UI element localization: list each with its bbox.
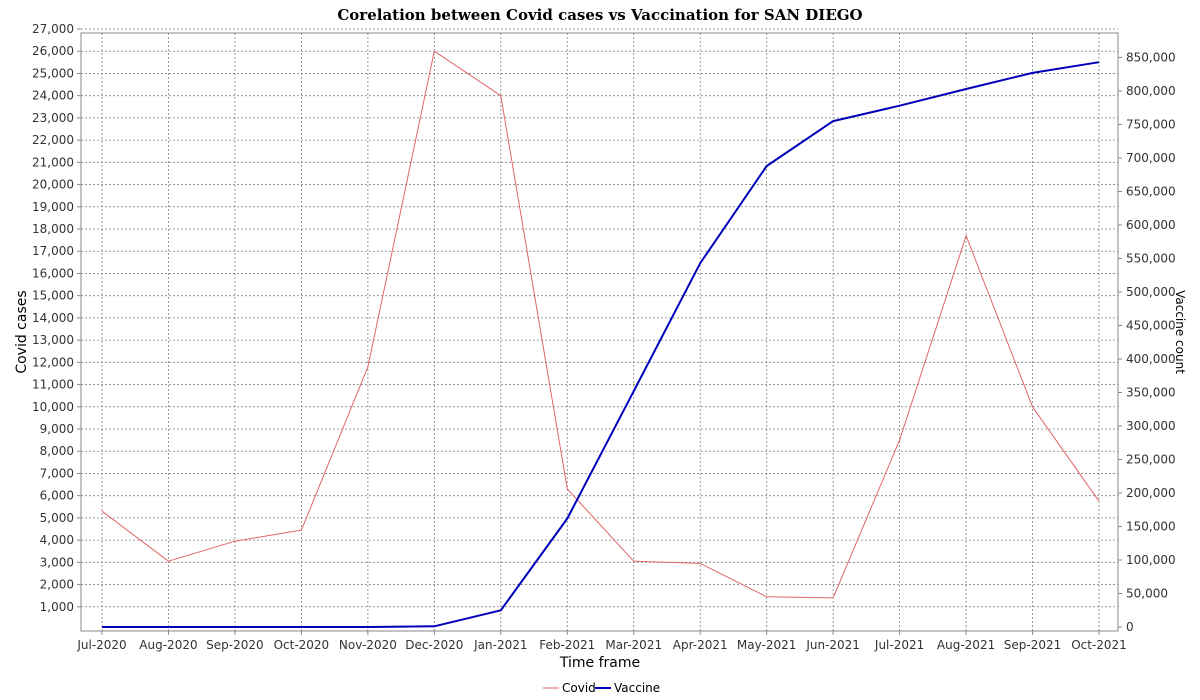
y2-tick-label: 300,000 [1126, 419, 1176, 433]
chart-title: Corelation between Covid cases vs Vaccin… [337, 6, 862, 24]
y2-tick-label: 500,000 [1126, 285, 1176, 299]
y-tick-label: 1,000 [40, 600, 74, 614]
y2-tick-label: 850,000 [1126, 51, 1176, 65]
y-axis-label: Covid cases [14, 290, 30, 373]
x-tick-label: Jun-2021 [805, 638, 860, 652]
y-tick-label: 24,000 [32, 89, 74, 103]
y-tick-label: 15,000 [32, 289, 74, 303]
y2-tick-label: 0 [1126, 620, 1134, 634]
y2-tick-label: 450,000 [1126, 319, 1176, 333]
x-tick-label: Apr-2021 [673, 638, 728, 652]
x-tick-label: Mar-2021 [605, 638, 662, 652]
y-tick-label: 16,000 [32, 266, 74, 280]
y-tick-label: 10,000 [32, 400, 74, 414]
y-tick-label: 14,000 [32, 311, 74, 325]
y-tick-label: 6,000 [40, 489, 74, 503]
y-tick-label: 25,000 [32, 66, 74, 80]
y2-tick-label: 600,000 [1126, 218, 1176, 232]
y-tick-label: 27,000 [32, 22, 74, 36]
y2-tick-label: 550,000 [1126, 252, 1176, 266]
y-tick-label: 3,000 [40, 555, 74, 569]
y-tick-label: 13,000 [32, 333, 74, 347]
y-tick-label: 9,000 [40, 422, 74, 436]
x-tick-label: Nov-2020 [339, 638, 397, 652]
y-tick-label: 4,000 [40, 533, 74, 547]
legend-label-covid: Covid [562, 681, 596, 695]
y2-tick-label: 400,000 [1126, 352, 1176, 366]
y2-tick-label: 150,000 [1126, 520, 1176, 534]
y2-axis-label: Vaccine count [1173, 290, 1187, 374]
x-tick-label: Sep-2020 [206, 638, 264, 652]
axes: Jul-2020 Aug-2020 Sep-2020 Oct-2020 Nov-2020… [32, 22, 1176, 652]
y2-tick-label: 50,000 [1126, 587, 1168, 601]
y2-tick-label: 100,000 [1126, 553, 1176, 567]
y-tick-label: 17,000 [32, 244, 74, 258]
y-tick-label: 19,000 [32, 200, 74, 214]
y-tick-label: 8,000 [40, 444, 74, 458]
x-tick-label: Oct-2020 [274, 638, 330, 652]
y2-tick-label: 350,000 [1126, 386, 1176, 400]
y-tick-label: 5,000 [40, 511, 74, 525]
x-tick-label: Feb-2021 [539, 638, 595, 652]
grid [81, 28, 1118, 631]
x-tick-label: May-2021 [737, 638, 796, 652]
x-tick-label: Jul-2021 [874, 638, 924, 652]
y-tick-label: 21,000 [32, 155, 74, 169]
x-tick-label: Oct-2021 [1071, 638, 1127, 652]
series [101, 50, 1100, 628]
x-tick-label: Jul-2020 [76, 638, 126, 652]
y2-tick-label: 250,000 [1126, 453, 1176, 467]
y-tick-label: 12,000 [32, 355, 74, 369]
y2-tick-label: 800,000 [1126, 84, 1176, 98]
y-tick-label: 2,000 [40, 578, 74, 592]
x-tick-label: Aug-2021 [937, 638, 995, 652]
y-tick-label: 22,000 [32, 133, 74, 147]
y-tick-label: 23,000 [32, 111, 74, 125]
x-tick-label: Jan-2021 [473, 638, 527, 652]
y-tick-label: 20,000 [32, 178, 74, 192]
series-line-covid [101, 50, 1100, 599]
x-axis-label: Time frame [559, 655, 640, 671]
y-tick-label: 11,000 [32, 378, 74, 392]
y-tick-label: 26,000 [32, 44, 74, 58]
series-line-vaccine [102, 61, 1100, 628]
y2-tick-label: 700,000 [1126, 151, 1176, 165]
y2-tick-label: 650,000 [1126, 185, 1176, 199]
y-tick-label: 18,000 [32, 222, 74, 236]
x-tick-label: Sep-2021 [1004, 638, 1062, 652]
y2-tick-label: 200,000 [1126, 486, 1176, 500]
x-tick-label: Aug-2020 [139, 638, 197, 652]
legend-label-vaccine: Vaccine [614, 681, 660, 695]
legend: Covid Vaccine [543, 681, 660, 695]
y2-tick-label: 750,000 [1126, 118, 1176, 132]
x-tick-label: Dec-2020 [405, 638, 463, 652]
y-tick-label: 7,000 [40, 466, 74, 480]
plot-area [80, 32, 1119, 632]
